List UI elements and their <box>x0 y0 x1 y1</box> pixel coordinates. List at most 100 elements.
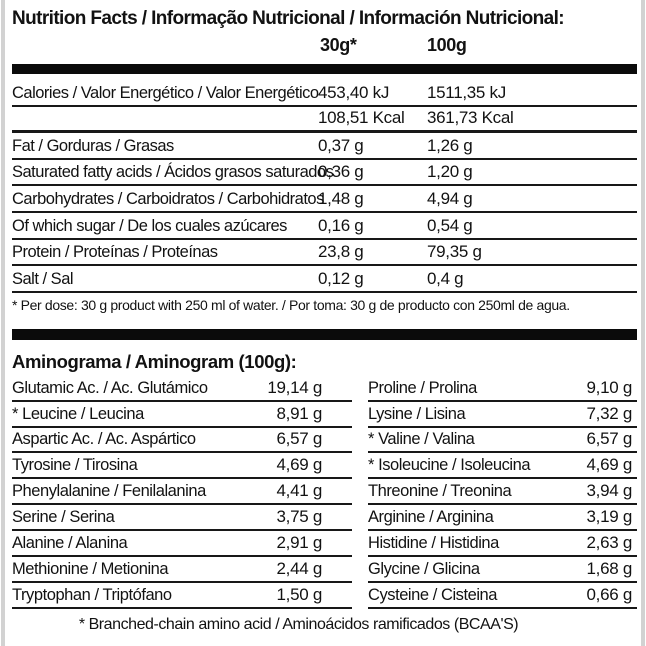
row-label: Protein / Proteínas / Proteínas <box>12 243 218 262</box>
divider-bar-top <box>12 64 637 74</box>
table-row: Salt / Sal 0,12 g 0,4 g <box>12 266 637 293</box>
amino-value: 6,57 g <box>276 429 323 449</box>
amino-name: * Valine / Valina <box>368 430 475 449</box>
table-row: Calories / Valor Energético / Valor Ener… <box>12 80 637 107</box>
amino-row: Glutamic Ac. / Ac. Glutámico 19,14 g <box>12 376 352 402</box>
table-row: Carbohydrates / Carboidratos / Carbohidr… <box>12 186 637 213</box>
value-100g: 79,35 g <box>427 242 482 262</box>
table-row: Protein / Proteínas / Proteínas 23,8 g 7… <box>12 240 637 267</box>
amino-row: Proline / Prolina 9,10 g <box>368 376 637 402</box>
amino-name: Methionine / Metionina <box>12 559 169 578</box>
label-right-edge <box>641 0 645 646</box>
amino-name: * Isoleucine / Isoleucina <box>368 456 531 475</box>
amino-name: Threonine / Treonina <box>368 482 512 501</box>
value-30g: 0,12 g <box>318 268 364 288</box>
amino-row: Aspartic Ac. / Ac. Aspártico 6,57 g <box>12 428 352 454</box>
aminogram-title: Aminograma / Aminogram (100g): <box>12 350 297 372</box>
amino-name: Tyrosine / Tirosina <box>12 456 138 475</box>
amino-name: Histidine / Histidina <box>368 533 499 552</box>
amino-value: 19,14 g <box>267 377 322 397</box>
value-30g: 0,16 g <box>318 215 364 235</box>
amino-row: Threonine / Treonina 3,94 g <box>368 479 637 506</box>
serving-column-headers: 30g* 100g <box>12 30 637 57</box>
amino-name: * Leucine / Leucina <box>12 404 144 423</box>
amino-row: Methionine / Metionina 2,44 g <box>12 557 352 583</box>
amino-value: 4,69 g <box>276 455 323 475</box>
table-row: 108,51 Kcal 361,73 Kcal <box>12 107 637 134</box>
value-30g: 23,8 g <box>318 242 364 262</box>
row-label: Fat / Gorduras / Grasas <box>12 136 174 155</box>
row-label: Carbohydrates / Carboidratos / Carbohidr… <box>12 189 324 208</box>
amino-value: 9,10 g <box>586 377 633 397</box>
value-100g: 0,4 g <box>427 268 464 288</box>
amino-value: 3,19 g <box>586 507 633 527</box>
value-100g: 4,94 g <box>427 188 473 208</box>
value-30g: 0,36 g <box>318 162 364 182</box>
label-content: Nutrition Facts / Informação Nutricional… <box>12 0 637 634</box>
amino-name: Arginine / Arginina <box>368 508 494 527</box>
amino-row: Histidine / Histidina 2,63 g <box>368 531 637 557</box>
amino-name: Aspartic Ac. / Ac. Aspártico <box>12 430 196 449</box>
amino-value: 1,68 g <box>586 558 633 578</box>
row-label: Calories / Valor Energético / Valor Ener… <box>12 83 319 102</box>
divider-bar-middle <box>12 328 637 340</box>
amino-value: 4,69 g <box>586 455 633 475</box>
row-label: Saturated fatty acids / Ácidos grasos sa… <box>12 163 334 182</box>
amino-value: 7,32 g <box>586 403 633 423</box>
amino-value: 6,57 g <box>586 429 633 449</box>
amino-value: 8,91 g <box>276 403 323 423</box>
amino-row: * Valine / Valina 6,57 g <box>368 428 637 454</box>
value-100g: 1,20 g <box>427 162 473 182</box>
value-30g: 108,51 Kcal <box>318 108 405 128</box>
amino-name: Lysine / Lisina <box>368 404 466 423</box>
amino-name: Serine / Serina <box>12 508 115 527</box>
column-header-100g: 100g <box>427 35 467 55</box>
table-row: Of which sugar / De los cuales azúcares … <box>12 213 637 240</box>
amino-value: 2,91 g <box>276 532 323 552</box>
amino-value: 4,41 g <box>276 481 323 501</box>
amino-name: Glycine / Glicina <box>368 559 480 578</box>
bcaa-footnote: * Branched-chain amino acid / Aminoácido… <box>78 615 519 633</box>
amino-row: Tryptophan / Triptófano 1,50 g <box>12 583 352 609</box>
nutrition-table: Calories / Valor Energético / Valor Ener… <box>12 80 637 293</box>
amino-value: 3,75 g <box>276 507 323 527</box>
per-dose-footnote: * Per dose: 30 g product with 250 ml of … <box>12 296 570 313</box>
amino-value: 1,50 g <box>276 584 323 604</box>
table-row: Saturated fatty acids / Ácidos grasos sa… <box>12 160 637 187</box>
value-30g: 453,40 kJ <box>318 82 390 102</box>
amino-row: * Leucine / Leucina 8,91 g <box>12 402 352 428</box>
amino-name: Glutamic Ac. / Ac. Glutámico <box>12 378 208 397</box>
amino-name: Alanine / Alanina <box>12 533 128 552</box>
value-100g: 361,73 Kcal <box>427 108 514 128</box>
aminogram-table: Glutamic Ac. / Ac. Glutámico 19,14 g * L… <box>12 376 637 609</box>
amino-row: Arginine / Arginina 3,19 g <box>368 505 637 532</box>
amino-row: Cysteine / Cisteina 0,66 g <box>368 583 637 609</box>
value-100g: 1,26 g <box>427 135 473 155</box>
amino-row: Alanine / Alanina 2,91 g <box>12 531 352 557</box>
amino-row: Glycine / Glicina 1,68 g <box>368 557 637 583</box>
amino-name: Tryptophan / Triptófano <box>12 585 172 604</box>
aminogram-right-column: Proline / Prolina 9,10 g Lysine / Lisina… <box>368 376 637 609</box>
amino-row: Serine / Serina 3,75 g <box>12 505 352 532</box>
aminogram-left-column: Glutamic Ac. / Ac. Glutámico 19,14 g * L… <box>12 376 352 609</box>
amino-name: Proline / Prolina <box>368 378 477 397</box>
amino-name: Phenylalanine / Fenilalanina <box>12 482 206 501</box>
row-label: Of which sugar / De los cuales azúcares <box>12 216 287 235</box>
amino-row: * Isoleucine / Isoleucina 4,69 g <box>368 453 637 480</box>
value-30g: 0,37 g <box>318 135 364 155</box>
amino-value: 2,63 g <box>586 532 633 552</box>
label-left-edge <box>1 0 5 646</box>
amino-value: 2,44 g <box>276 558 323 578</box>
table-row: Fat / Gorduras / Grasas 0,37 g 1,26 g <box>12 133 637 160</box>
amino-value: 0,66 g <box>586 584 633 604</box>
amino-value: 3,94 g <box>586 481 633 501</box>
value-100g: 0,54 g <box>427 215 473 235</box>
row-label: Salt / Sal <box>12 269 74 288</box>
value-30g: 1,48 g <box>318 188 364 208</box>
amino-row: Phenylalanine / Fenilalanina 4,41 g <box>12 479 352 506</box>
amino-row: Lysine / Lisina 7,32 g <box>368 402 637 428</box>
column-header-30g: 30g* <box>320 35 357 55</box>
amino-name: Cysteine / Cisteina <box>368 585 498 604</box>
nutrition-facts-title: Nutrition Facts / Informação Nutricional… <box>12 8 565 29</box>
